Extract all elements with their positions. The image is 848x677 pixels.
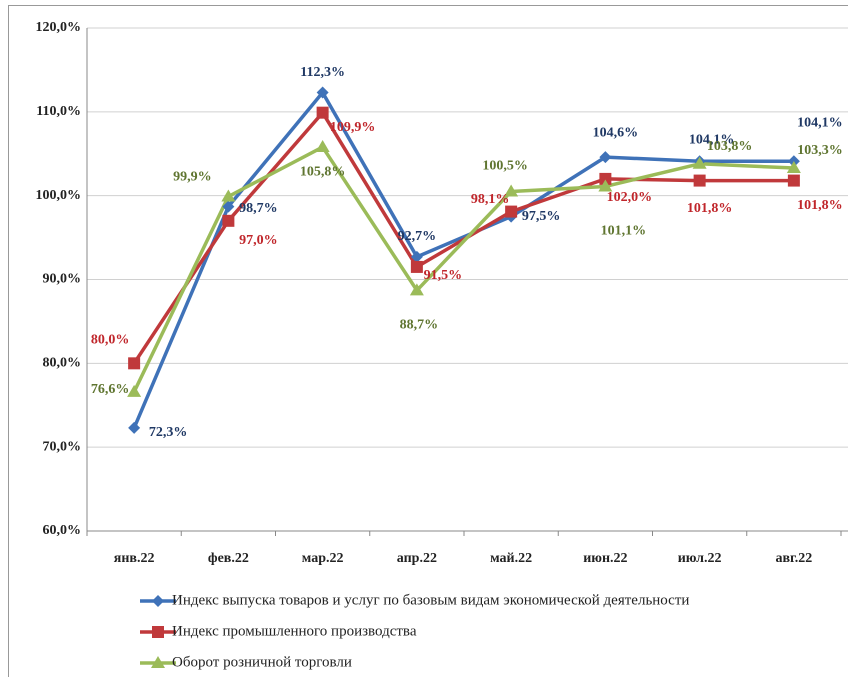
data-point [599, 151, 612, 164]
data-point [221, 189, 236, 202]
data-label: 104,6% [593, 125, 639, 140]
data-point [127, 384, 142, 397]
data-label: 112,3% [300, 65, 345, 80]
data-label: 97,5% [522, 209, 561, 224]
y-tick-label: 90,0% [43, 272, 82, 287]
data-label: 103,8% [707, 139, 753, 154]
x-tick-label: авг.22 [775, 551, 812, 566]
data-label: 88,7% [400, 318, 439, 333]
data-label: 99,9% [173, 170, 212, 185]
x-tick-label: июл.22 [678, 551, 722, 566]
data-point [410, 260, 423, 273]
data-point [128, 357, 141, 370]
data-label: 101,1% [601, 224, 647, 239]
x-tick-label: апр.22 [397, 551, 437, 566]
legend-label: Индекс промышленного производства [172, 623, 417, 639]
x-tick-label: мар.22 [302, 551, 344, 566]
data-point [598, 179, 613, 192]
legend-label: Индекс выпуска товаров и услуг по базовы… [172, 592, 689, 608]
series-line [132, 145, 794, 393]
data-point [315, 140, 330, 153]
data-label: 80,0% [91, 333, 130, 348]
x-tick-label: янв.22 [114, 551, 155, 566]
data-label: 103,3% [797, 143, 843, 158]
data-label: 92,7% [398, 229, 437, 244]
y-tick-label: 120,0% [36, 20, 82, 35]
data-label: 104,1% [797, 116, 843, 131]
data-label: 98,7% [239, 201, 278, 216]
data-label: 76,6% [91, 382, 130, 397]
x-tick-label: май.22 [490, 551, 532, 566]
data-label: 102,0% [607, 190, 653, 205]
legend-marker [152, 595, 164, 607]
data-point [410, 250, 423, 263]
data-label: 91,5% [424, 268, 463, 283]
y-tick-label: 70,0% [43, 439, 82, 454]
data-label: 72,3% [149, 425, 188, 440]
data-point [786, 161, 801, 174]
data-label: 105,8% [300, 164, 346, 179]
data-point [222, 214, 235, 227]
data-point [693, 174, 706, 187]
data-label: 97,0% [239, 233, 278, 248]
data-point [222, 200, 235, 213]
data-point [599, 172, 612, 185]
data-point [505, 205, 518, 218]
y-tick-label: 100,0% [36, 188, 82, 203]
data-point [409, 283, 424, 296]
data-label: 104,1% [689, 133, 735, 148]
data-point [316, 86, 329, 99]
legend-label: Оборот розничной торговли [172, 654, 352, 670]
x-tick-label: фев.22 [208, 551, 249, 566]
legend-marker [152, 626, 164, 638]
y-tick-label: 110,0% [36, 104, 81, 119]
data-label: 98,1% [471, 192, 510, 207]
data-label: 101,8% [687, 201, 733, 216]
y-tick-label: 60,0% [43, 523, 82, 538]
data-label: 109,9% [330, 120, 376, 135]
data-point [692, 156, 707, 169]
x-tick-label: июн.22 [583, 551, 627, 566]
data-point [316, 106, 329, 119]
data-point [787, 174, 800, 187]
legend-marker [151, 656, 165, 668]
data-label: 101,8% [797, 198, 843, 213]
data-point [504, 184, 519, 197]
data-label: 100,5% [482, 159, 528, 174]
chart-frame [8, 5, 848, 677]
data-point [128, 421, 141, 434]
y-tick-label: 80,0% [43, 356, 82, 371]
